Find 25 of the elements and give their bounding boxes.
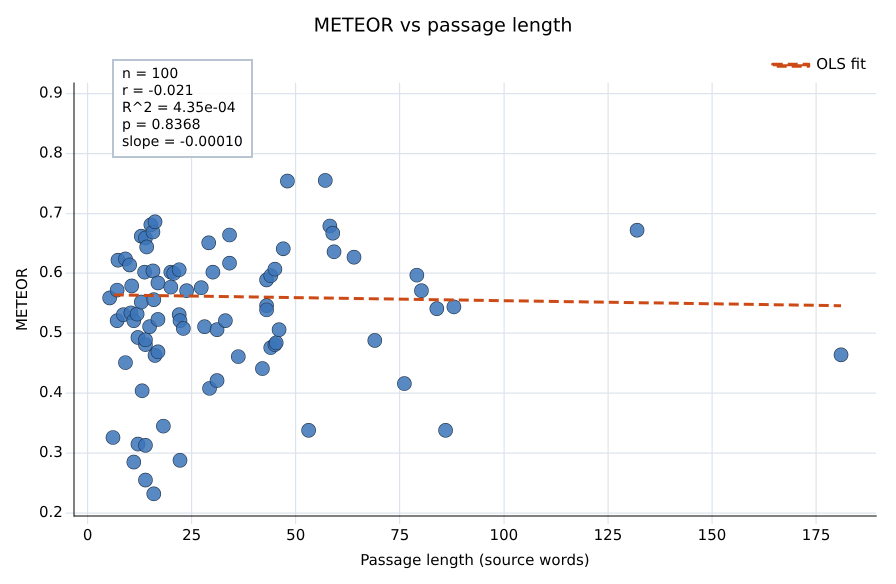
- y-tick-label: 0.3: [38, 442, 63, 461]
- x-tick-label: 175: [802, 526, 830, 544]
- y-tick-label: 0.8: [38, 143, 63, 162]
- y-tick-label: 0.5: [38, 323, 63, 342]
- annotation: p = 0.8368: [122, 117, 202, 134]
- annotation: R^2 = 4.35e-04: [122, 100, 237, 117]
- annotation: slope = -0.00010: [122, 134, 243, 151]
- x-tick-label: 100: [490, 526, 518, 544]
- y-tick-label: 0.6: [38, 263, 63, 282]
- y-tick-label: 0.9: [38, 83, 63, 102]
- x-tick-label: 25: [182, 526, 202, 544]
- x-tick-label: 50: [286, 526, 306, 544]
- x-axis-title: Passage length (source words): [360, 550, 590, 569]
- y-tick-label: 0.7: [38, 203, 63, 222]
- legend-label: OLS fit: [816, 55, 866, 74]
- y-axis-title: METEOR: [12, 268, 31, 332]
- chart-title: METEOR vs passage length: [314, 14, 572, 36]
- y-tick-label: 0.2: [38, 502, 63, 521]
- x-tick-label: 150: [698, 526, 726, 544]
- text: n = 100: [122, 66, 180, 83]
- annotation: r = -0.021: [122, 83, 195, 100]
- x-tick-label: 0: [82, 526, 92, 544]
- x-tick-label: 125: [594, 526, 622, 544]
- y-tick-label: 0.4: [38, 383, 63, 402]
- x-tick-label: 75: [390, 526, 410, 544]
